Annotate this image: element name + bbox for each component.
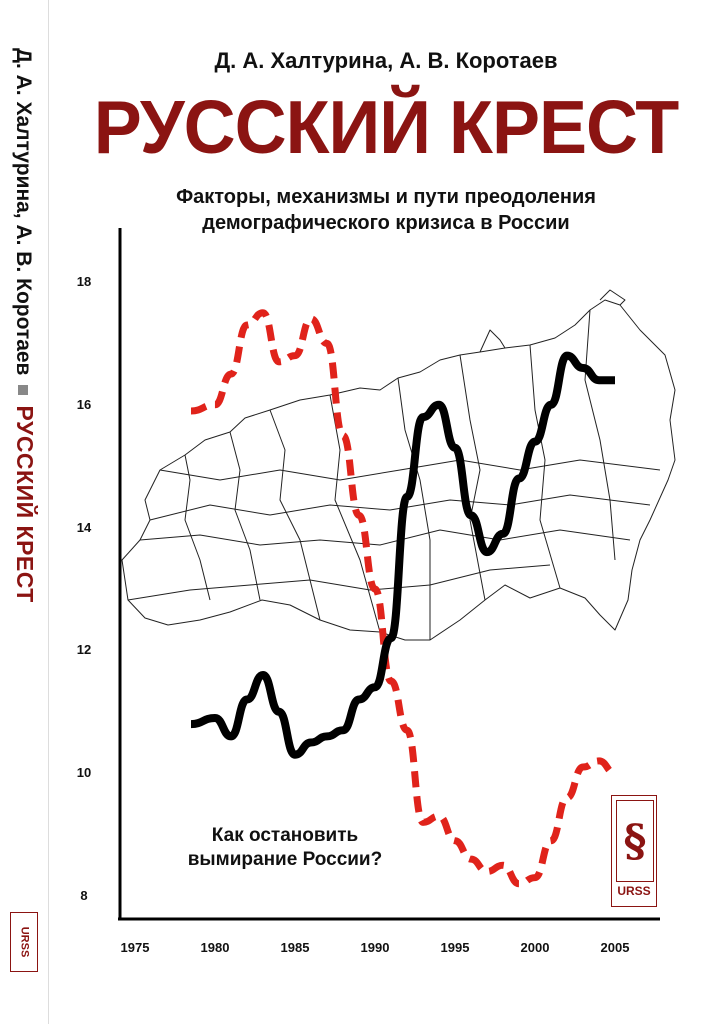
y-tick-label: 18 <box>76 274 92 289</box>
y-tick-label: 8 <box>80 888 88 903</box>
y-tick-label: 10 <box>76 765 92 781</box>
spine-publisher-logo: URSS <box>10 912 38 972</box>
slogan-line-1: Как остановить <box>211 825 359 846</box>
publisher-logo-label: URSS <box>617 884 651 898</box>
cover-slogan: Как остановить вымирание России? <box>150 824 420 872</box>
publisher-logo: § URSS <box>611 795 657 907</box>
x-tick-label: 1985 <box>280 940 310 955</box>
series-solid-black-line <box>190 351 615 759</box>
series-dashed-red-line <box>190 309 616 888</box>
y-tick-label: 16 <box>76 396 92 412</box>
book-spine: Д. А. Халтурина, А. В. КоротаевРУССКИЙ К… <box>0 0 49 1024</box>
cover-authors: Д. А. Халтурина, А. В. Коротаев <box>214 48 558 73</box>
x-tick-label: 1990 <box>360 940 390 955</box>
x-tick-label: 2005 <box>600 940 630 955</box>
subtitle-line-2: демографического кризиса в России <box>202 212 570 234</box>
subtitle-line-1: Факторы, механизмы и пути преодоления <box>176 186 596 208</box>
x-tick-label: 1980 <box>200 940 230 955</box>
x-tick-label: 1995 <box>440 940 470 955</box>
publisher-emblem-icon: § <box>616 800 654 882</box>
x-tick-label: 1975 <box>120 940 150 955</box>
book-title: РУССКИЙ КРЕСТ <box>93 86 679 170</box>
y-tick-label: 12 <box>76 642 92 658</box>
slogan-line-2: вымирание России? <box>187 849 383 870</box>
book-subtitle: Факторы, механизмы и пути преодоления де… <box>48 184 724 236</box>
russia-map-outline <box>121 289 676 641</box>
y-tick-label: 14 <box>76 519 92 535</box>
chart-axes <box>118 228 660 921</box>
x-tick-label: 2000 <box>520 940 550 955</box>
